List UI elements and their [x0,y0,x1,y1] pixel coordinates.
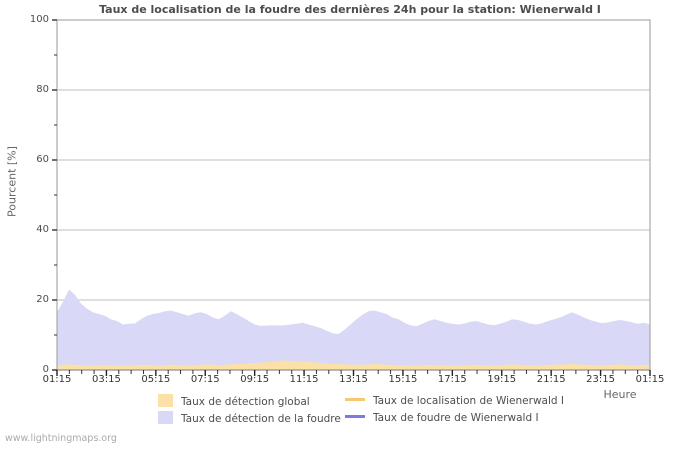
y-tick-label: 20 [36,294,49,305]
y-tick-label: 40 [36,224,49,235]
x-tick-label: 13:15 [339,374,368,385]
area-lightning-detection [57,289,650,370]
x-tick-label: 17:15 [437,374,467,385]
area-global-detection [57,360,650,370]
legend-item[interactable]: Taux de détection global [158,394,310,408]
legend-item-label: Taux de foudre de Wienerwald I [373,412,539,424]
x-tick-label: 07:15 [190,374,220,385]
legend-item-label: Taux de détection global [181,396,310,408]
legend-area-swatch-icon [158,394,173,407]
x-tick-label: 05:15 [141,374,171,385]
x-tick-label: 15:15 [388,374,418,385]
plot-background [57,20,650,370]
legend-item-label: Taux de détection de la foudre [181,413,341,425]
x-tick-label: 01:15 [42,374,72,385]
x-axis-label: Heure [603,388,637,401]
legend-item-label: Taux de localisation de Wienerwald I [373,395,564,407]
x-tick-label: 23:15 [586,374,615,385]
y-tick-label: 0 [42,364,49,375]
legend-line-swatch-icon [345,415,365,418]
y-tick-label: 100 [29,14,49,25]
legend-item[interactable]: Taux de foudre de Wienerwald I [345,411,539,425]
watermark: www.lightningmaps.org [5,433,117,444]
x-tick-label: 09:15 [240,374,270,385]
chart-legend: Taux de détection global Taux de détectio… [0,392,700,428]
legend-line-swatch-icon [345,398,365,401]
y-tick-label: 60 [36,154,49,165]
legend-item[interactable]: Taux de localisation de Wienerwald I [345,394,564,408]
x-tick-label: 19:15 [487,374,517,385]
y-tick-label: 80 [36,84,49,95]
x-tick-label: 03:15 [91,374,121,385]
chart-title: Taux de localisation de la foudre des de… [99,3,601,16]
legend-area-swatch-icon [158,411,173,424]
legend-item[interactable]: Taux de détection de la foudre [158,411,341,425]
x-tick-label: 11:15 [289,374,319,385]
x-tick-label: 21:15 [536,374,566,385]
x-tick-label: 01:15 [635,374,665,385]
